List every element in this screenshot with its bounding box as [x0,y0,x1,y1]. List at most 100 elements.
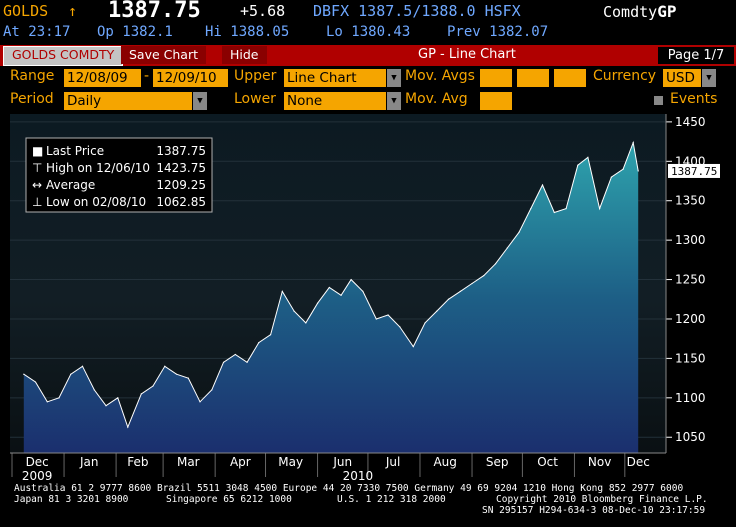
ticker: GOLDS [3,2,49,20]
y-tick-label: 1350 [675,194,706,208]
mov-avg-lower-field[interactable] [480,92,512,110]
data-point [140,393,142,395]
data-point [340,294,342,296]
data-point [577,164,579,166]
last-price-tag: 1387.75 [668,163,720,178]
lower-label: Lower [234,91,276,107]
mov-avg-field-1[interactable] [480,69,512,87]
data-point [46,401,48,403]
currency-select[interactable]: USD [663,69,701,87]
x-tick-label: May [278,455,303,469]
page-indicator[interactable]: Page 1/7 [657,46,735,65]
legend-label: High on 12/06/10 [46,161,150,175]
data-point [483,275,485,277]
data-point [553,211,555,214]
footer-us: U.S. 1 212 318 2000 [337,494,446,505]
average-icon: ↔ [32,178,42,192]
data-points [23,141,639,428]
data-point [399,326,401,328]
footer-copyright: Copyright 2010 Bloomberg Finance L.P. [496,494,708,505]
legend-label: Average [46,178,95,192]
data-point [494,263,497,265]
x-tick-label: Jan [79,455,99,469]
events-checkbox[interactable] [654,96,663,105]
footer-singapore: Singapore 65 6212 1000 [166,494,292,505]
legend-value: 1423.75 [156,161,206,175]
y-tick-label: 1150 [675,351,706,365]
data-point [362,290,364,292]
data-point [599,208,601,210]
period-select[interactable]: Daily [64,92,192,110]
range-start-field[interactable]: 12/08/09 [64,69,141,87]
x-tick-label: Apr [230,455,251,469]
data-point [328,286,330,289]
range-end-field[interactable]: 12/09/10 [153,69,228,87]
data-point [316,302,319,304]
x-tick-label: Jun [332,455,352,469]
data-point [459,290,461,292]
data-point [424,322,426,324]
y-tick-label: 1200 [675,312,706,326]
data-point [387,314,389,316]
data-point [187,377,189,379]
upper-select[interactable]: Line Chart [284,69,386,87]
save-chart-button[interactable]: Save Chart [121,46,207,64]
data-point [350,278,352,281]
events-label: Events [670,91,718,107]
y-tick-label: 1100 [675,391,706,405]
last-price-label: 1387.75 [671,165,717,178]
hide-button[interactable]: Hide [222,46,267,64]
data-point [375,318,377,320]
y-tick-label: 1250 [675,273,706,287]
legend-label: Low on 02/08/10 [46,195,146,209]
x-tick-label: Nov [588,455,611,469]
x-tick-label: Mar [177,455,200,469]
data-point [293,310,295,312]
chevron-down-icon[interactable]: ▼ [387,92,401,110]
security-tab[interactable]: GOLDS COMDTY [3,46,124,66]
data-point [23,373,25,375]
high-price: Hi 1388.05 [205,24,290,40]
data-point [471,282,473,285]
x-tick-label: Dec [26,455,49,469]
data-point [81,365,84,367]
x-tick-label: Sep [486,455,509,469]
data-point [93,389,95,391]
data-point [222,361,225,363]
mov-avg-field-2[interactable] [517,69,549,87]
footer-contacts: Australia 61 2 9777 8600 Brazil 5511 304… [14,483,684,494]
price-change: +5.68 [240,2,286,20]
mov-avg-field-3[interactable] [554,69,586,87]
data-point [587,156,589,158]
data-point [565,208,567,210]
x-tick-label: Feb [127,455,148,469]
quote-source: DBFX 1387.5/1388.0 HSFX [313,2,521,20]
x-tick-label: Dec [627,455,650,469]
legend-label: Last Price [46,144,104,158]
data-point [34,381,37,383]
chevron-down-icon[interactable]: ▼ [193,92,207,110]
year-label: 2009 [22,469,53,481]
currency-label: Currency [593,68,657,84]
chevron-down-icon[interactable]: ▼ [702,69,716,87]
data-point [127,426,129,428]
quote-time: At 23:17 [3,24,71,40]
data-point [541,184,544,186]
square-icon: ■ [32,144,43,158]
data-point [117,397,119,399]
lower-select[interactable]: None [284,92,386,110]
brand-label: ComdtyGP [603,2,677,21]
data-point [211,389,213,391]
data-point [58,397,60,399]
chevron-down-icon[interactable]: ▼ [387,69,401,87]
data-point [637,170,639,172]
x-tick-label: Aug [433,455,456,469]
y-tick-label: 1050 [675,430,706,444]
data-point [436,310,438,312]
data-point [199,401,201,403]
y-tick-label: 1450 [675,115,706,129]
data-point [518,231,520,233]
data-point [447,298,450,300]
x-tick-label: Jul [385,455,400,469]
